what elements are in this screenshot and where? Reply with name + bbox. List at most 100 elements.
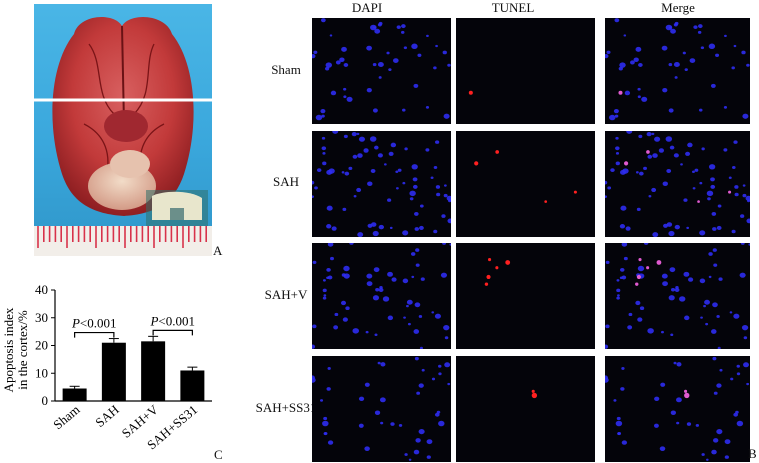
nucleus <box>326 224 332 229</box>
nucleus <box>433 66 437 70</box>
nucleus <box>666 222 673 227</box>
panel-a-letter: A <box>213 243 223 258</box>
nucleus <box>630 60 635 65</box>
nucleus <box>728 176 732 180</box>
nucleus <box>716 315 720 318</box>
nucleus <box>366 273 373 279</box>
nucleus <box>312 324 317 329</box>
tunel-positive-cell <box>486 274 491 280</box>
nucleus <box>668 230 675 237</box>
nucleus <box>409 197 414 201</box>
nucleus <box>669 145 675 150</box>
nucleus <box>716 383 722 388</box>
nucleus <box>312 180 315 185</box>
nucleus <box>345 306 350 311</box>
nucleus <box>686 422 692 426</box>
nucleus <box>418 383 424 388</box>
nucleus <box>352 328 360 334</box>
micrograph-sah-ss31-dapi <box>312 356 451 462</box>
nucleus <box>621 367 625 370</box>
nucleus <box>435 44 438 48</box>
nucleus <box>700 316 703 319</box>
nucleus <box>699 230 706 236</box>
nucleus <box>366 45 372 51</box>
nucleus <box>711 449 717 455</box>
nucleus <box>418 315 423 318</box>
tunel-positive-cell <box>505 260 511 265</box>
nucleus <box>652 232 659 237</box>
micrograph-sah-ss31-merge <box>605 356 750 462</box>
nucleus <box>651 187 657 193</box>
nucleus <box>707 197 711 201</box>
nucleus <box>343 87 347 91</box>
nucleus <box>330 256 334 261</box>
nucleus <box>413 83 419 88</box>
nucleus <box>322 288 327 293</box>
nucleus <box>724 439 731 445</box>
micrograph-canvas <box>474 150 577 203</box>
nucleus <box>333 325 339 330</box>
nucleus <box>652 153 658 158</box>
nucleus <box>390 422 395 426</box>
nucleus <box>646 132 652 137</box>
row-label-sham: Sham <box>271 62 301 77</box>
nucleus <box>440 272 448 278</box>
nucleus <box>682 51 686 55</box>
nucleus <box>715 53 720 57</box>
nucleus <box>343 95 347 99</box>
nucleus <box>413 329 420 334</box>
y-tick-label: 20 <box>35 338 48 353</box>
nucleus <box>659 446 666 452</box>
nucleus <box>717 346 721 349</box>
nucleus <box>365 330 369 334</box>
nucleus <box>425 148 430 152</box>
nucleus <box>732 165 736 170</box>
nucleus <box>358 136 366 142</box>
nucleus <box>343 134 348 139</box>
column-header-dapi: DAPI <box>351 0 383 15</box>
nucleus <box>343 63 349 67</box>
nucleus <box>441 214 446 218</box>
nucleus <box>669 267 676 273</box>
nucleus <box>692 187 696 190</box>
nucleus <box>416 391 421 395</box>
nucleus <box>660 330 664 334</box>
micrograph-canvas <box>605 356 750 461</box>
nucleus <box>740 214 745 218</box>
nucleus <box>384 163 387 166</box>
tunel-positive-cell <box>468 90 473 95</box>
tunel-positive-cell <box>728 190 732 194</box>
nucleus <box>395 187 399 190</box>
nucleus <box>402 278 409 284</box>
nucleus <box>660 382 666 387</box>
bar-sah-v <box>141 341 166 401</box>
nucleus <box>410 252 416 256</box>
nucleus <box>605 180 608 185</box>
nucleus <box>620 387 625 391</box>
nucleus <box>351 132 357 137</box>
nucleus <box>436 192 441 197</box>
nucleus <box>699 181 703 185</box>
nucleus <box>372 63 377 67</box>
nucleus <box>402 230 409 236</box>
micrograph-sah-v-tunel <box>456 243 595 349</box>
nucleus <box>651 132 655 136</box>
nucleus <box>443 324 450 331</box>
nucleus <box>349 243 354 245</box>
nucleus <box>708 164 716 170</box>
nucleus <box>663 223 668 228</box>
nucleus <box>716 225 722 230</box>
y-tick-label: 10 <box>35 365 48 380</box>
nucleus <box>616 416 621 421</box>
nucleus <box>708 252 713 256</box>
y-tick-label: 40 <box>35 282 48 297</box>
tunel-positive-cell <box>484 282 489 286</box>
nucleus <box>617 431 622 436</box>
nucleus <box>342 207 347 212</box>
nucleus <box>372 108 378 113</box>
nucleus <box>382 296 390 302</box>
nucleus <box>623 34 627 37</box>
nucleus <box>610 168 615 173</box>
nucleus <box>638 63 643 67</box>
nucleus <box>643 166 647 171</box>
